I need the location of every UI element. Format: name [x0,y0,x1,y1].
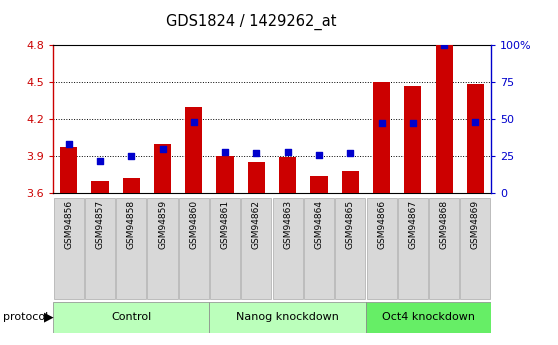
Point [158,146,167,151]
Bar [279,157,296,193]
Text: protocol: protocol [3,313,48,322]
Point [408,121,417,126]
Bar [341,171,359,193]
Text: GSM94858: GSM94858 [127,200,136,249]
Bar [154,144,171,193]
Bar [217,156,234,193]
Text: GSM94861: GSM94861 [220,200,229,249]
Point [440,42,449,48]
Point [189,119,198,125]
Bar [123,178,140,193]
Bar [467,85,484,193]
Text: GSM94866: GSM94866 [377,200,386,249]
FancyBboxPatch shape [460,198,490,299]
Text: GSM94868: GSM94868 [440,200,449,249]
FancyBboxPatch shape [210,198,240,299]
FancyBboxPatch shape [273,198,302,299]
Point [377,121,386,126]
Bar [373,82,390,193]
Bar [435,45,453,193]
Text: Control: Control [111,313,151,322]
Point [346,150,355,156]
Text: GSM94867: GSM94867 [408,200,417,249]
Text: GSM94865: GSM94865 [346,200,355,249]
FancyBboxPatch shape [429,198,459,299]
FancyBboxPatch shape [147,198,177,299]
Text: GSM94856: GSM94856 [64,200,73,249]
Bar [185,107,203,193]
FancyBboxPatch shape [54,198,84,299]
Text: GDS1824 / 1429262_at: GDS1824 / 1429262_at [166,14,336,30]
Point [329,87,338,92]
Bar [404,86,421,193]
Point [220,149,229,155]
Text: GSM94862: GSM94862 [252,200,261,249]
FancyBboxPatch shape [179,198,209,299]
Point [95,158,104,163]
Text: GSM94864: GSM94864 [315,200,324,249]
FancyBboxPatch shape [398,198,428,299]
Text: GSM94859: GSM94859 [158,200,167,249]
FancyBboxPatch shape [53,302,209,333]
FancyBboxPatch shape [209,302,366,333]
FancyBboxPatch shape [367,198,397,299]
Text: Oct4 knockdown: Oct4 knockdown [382,313,475,322]
Point [252,150,261,156]
Text: ▶: ▶ [44,311,54,324]
Point [64,141,73,147]
Text: GSM94869: GSM94869 [471,200,480,249]
Text: GSM94857: GSM94857 [95,200,104,249]
Bar [92,181,109,193]
FancyBboxPatch shape [242,198,271,299]
FancyBboxPatch shape [116,198,146,299]
FancyBboxPatch shape [304,198,334,299]
Point [471,119,480,125]
FancyBboxPatch shape [366,302,491,333]
Point [329,275,338,280]
Point [127,153,136,159]
Point [283,149,292,155]
Text: GSM94860: GSM94860 [189,200,198,249]
Point [315,152,324,157]
Text: GSM94863: GSM94863 [283,200,292,249]
Bar [310,176,328,193]
Bar [248,162,265,193]
FancyBboxPatch shape [85,198,115,299]
Bar [60,147,77,193]
Text: Nanog knockdown: Nanog knockdown [236,313,339,322]
FancyBboxPatch shape [335,198,365,299]
